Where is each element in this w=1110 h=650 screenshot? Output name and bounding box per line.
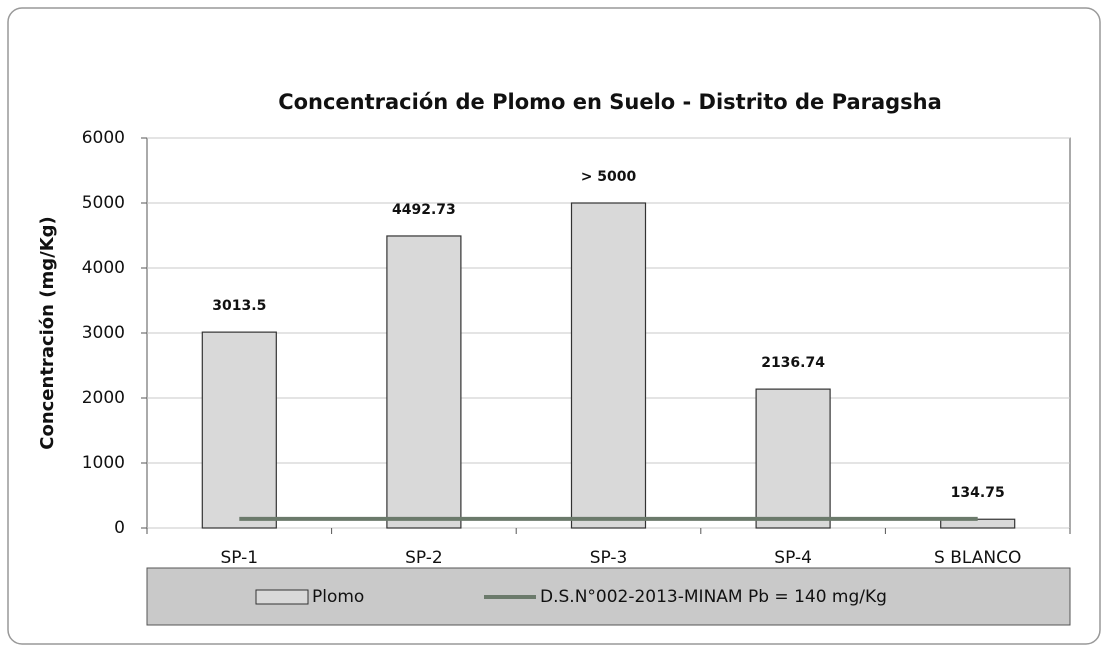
y-tick-label: 1000	[82, 453, 125, 473]
x-tick-label: S BLANCO	[934, 548, 1021, 568]
legend-label: D.S.N°002-2013-MINAM Pb = 140 mg/Kg	[540, 587, 887, 607]
x-tick-label: SP-2	[405, 548, 443, 568]
legend-swatch	[255, 589, 309, 605]
bar	[201, 331, 277, 529]
y-tick-label: 2000	[82, 388, 125, 408]
y-tick-label: 4000	[82, 258, 125, 278]
bar	[755, 388, 831, 529]
y-tick-label: 6000	[82, 128, 125, 148]
bar	[386, 235, 462, 529]
y-tick-label: 5000	[82, 193, 125, 213]
legend-label: Plomo	[312, 587, 364, 607]
data-label: 3013.5	[212, 298, 266, 314]
chart-title: Concentración de Plomo en Suelo - Distri…	[278, 90, 942, 114]
bar	[570, 202, 647, 529]
y-tick-label: 3000	[82, 323, 125, 343]
data-label: 4492.73	[392, 202, 456, 218]
data-label: 2136.74	[761, 355, 825, 371]
x-tick-label: SP-3	[590, 548, 628, 568]
x-tick-label: SP-4	[774, 548, 812, 568]
y-tick-label: 0	[114, 518, 125, 538]
x-tick-label: SP-1	[220, 548, 258, 568]
data-label: > 5000	[581, 169, 637, 185]
y-axis-label: Concentración (mg/Kg)	[37, 216, 58, 450]
data-label: 134.75	[951, 485, 1005, 501]
